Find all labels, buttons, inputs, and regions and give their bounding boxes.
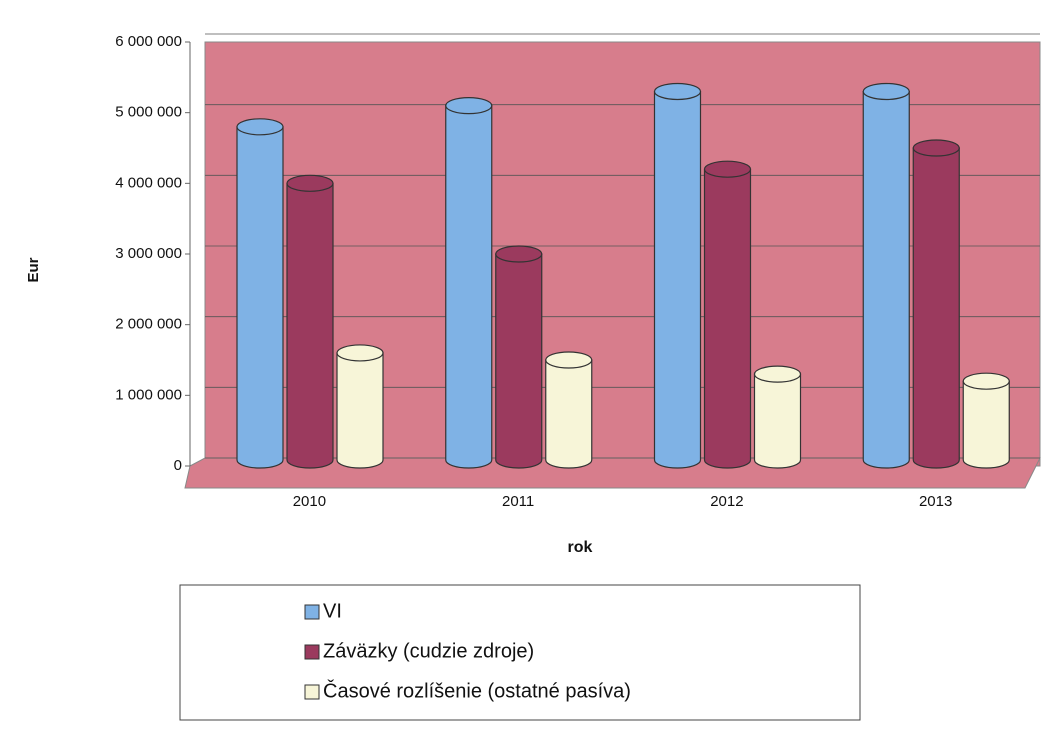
legend-label: VI: [323, 600, 342, 622]
bar-top: [336, 344, 384, 362]
bar-top: [653, 82, 702, 101]
y-tick-label: 1 000 000: [115, 386, 182, 403]
x-axis-label: rok: [568, 539, 593, 556]
bar: [545, 359, 593, 469]
bar-top: [962, 372, 1010, 390]
bar: [862, 90, 910, 469]
bar: [703, 168, 752, 469]
bar: [236, 126, 284, 469]
bar-top: [445, 96, 493, 115]
floor: [184, 457, 1041, 489]
bar: [286, 182, 334, 469]
bar-top: [703, 160, 752, 178]
x-tick-label: 2013: [919, 493, 952, 510]
bar-top: [545, 351, 593, 369]
y-tick-label: 3 000 000: [115, 245, 182, 262]
bar-top: [236, 118, 284, 136]
bar: [445, 105, 493, 469]
legend-label: Časové rozlíšenie (ostatné pasíva): [323, 679, 631, 702]
y-tick-label: 5 000 000: [115, 104, 182, 121]
bar: [962, 380, 1010, 469]
bar-top: [286, 174, 334, 192]
bar: [336, 352, 384, 469]
y-tick-label: 4 000 000: [115, 174, 182, 191]
legend-swatch: [304, 644, 320, 660]
legend-box: [179, 584, 861, 721]
bar-top: [495, 245, 543, 263]
bar: [753, 373, 802, 469]
y-axis-label: Eur: [25, 257, 42, 282]
y-tick-label: 2 000 000: [115, 316, 182, 333]
bar: [653, 90, 702, 469]
bar-top: [862, 82, 910, 101]
x-tick-label: 2010: [293, 493, 326, 510]
legend: VI Záväzky (cudzie zdroje) Časové rozlíšen…: [304, 600, 631, 702]
legend-swatch: [304, 684, 320, 700]
bar: [912, 147, 960, 469]
x-tick-label: 2012: [710, 493, 743, 510]
bar: [495, 253, 543, 469]
bar-top: [753, 365, 802, 383]
x-tick-label: 2011: [502, 493, 534, 510]
y-tick-label: 0: [174, 457, 182, 474]
legend-swatch: [304, 604, 320, 620]
legend-label: Záväzky (cudzie zdroje): [323, 640, 534, 662]
bar-top: [912, 139, 960, 157]
y-tick-label: 6 000 000: [115, 33, 182, 50]
